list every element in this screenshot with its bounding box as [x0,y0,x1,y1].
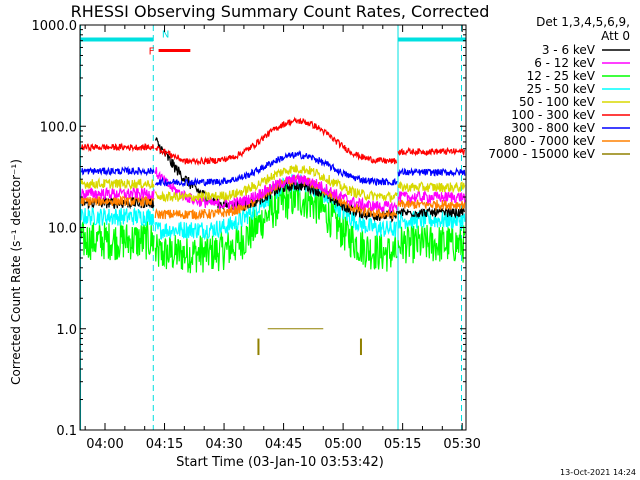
series-line [397,206,465,219]
chart-title: RHESSI Observing Summary Count Rates, Co… [71,2,490,21]
legend-item-label: 800 - 7000 keV [504,134,596,148]
y-tick-label: 0.1 [56,424,77,439]
series-line [397,180,466,194]
legend-item-label: 300 - 800 keV [511,121,595,135]
series-line [80,186,155,201]
legend-item-label: 6 - 12 keV [534,56,596,70]
series-line [80,194,155,209]
x-tick-label: 05:30 [443,437,480,452]
timestamp: 13-Oct-2021 14:24 [560,468,636,477]
y-tick-label: 1.0 [56,323,77,338]
series-line [154,116,398,166]
y-axis: 0.1 1.0 10.0 100.0 1000.0 [32,19,466,439]
y-tick-label: 1000.0 [32,19,78,34]
series-line [80,220,155,261]
legend-header-line-1: Det 1,3,4,5,6,9, [536,15,630,29]
data-layer: NF [80,25,466,430]
legend-item-label: 7000 - 15000 keV [488,147,595,161]
series-line [397,166,466,178]
x-tick-label: 04:00 [86,437,123,452]
series-line [154,181,398,274]
x-tick-label: 04:30 [205,437,242,452]
legend-item-label: 50 - 100 keV [519,95,596,109]
series-line [397,146,466,157]
y-axis-label: Corrected Count Rate (s⁻¹ detector⁻¹) [9,159,23,385]
series-line [397,209,466,230]
x-axis-label: Start Time (03-Jan-10 03:53:42) [176,455,384,470]
legend-item-label: 3 - 6 keV [542,43,596,57]
series-line [80,207,155,227]
x-tick-label: 04:15 [146,437,183,452]
legend-item-label: 12 - 25 keV [527,69,596,83]
x-tick-label: 05:15 [384,437,421,452]
series-line [154,137,398,223]
series-line [80,142,155,153]
y-tick-label: 10.0 [48,222,77,237]
series-line [397,222,466,264]
y-tick-label: 100.0 [40,120,77,135]
series-line [397,189,466,205]
series-line [80,165,155,177]
flare-flag-label: F [149,46,155,57]
legend-item-label: 100 - 300 keV [511,108,595,122]
x-tick-label: 05:00 [324,437,361,452]
legend-item-label: 25 - 50 keV [527,82,596,96]
series-line [80,176,155,191]
x-axis: 04:00 04:15 04:30 04:45 05:00 05:15 05:30 [84,25,481,452]
series-line [154,164,398,204]
series-line [154,150,398,188]
legend-header-line-2: Att 0 [601,29,630,43]
series-line [397,199,466,212]
x-tick-label: 04:45 [265,437,302,452]
night-flag-label: N [162,30,169,41]
